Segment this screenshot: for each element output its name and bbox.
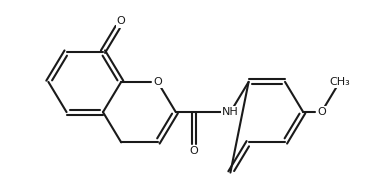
Text: O: O: [317, 107, 326, 117]
Text: O: O: [153, 77, 162, 87]
Text: CH₃: CH₃: [329, 77, 350, 87]
Text: NH: NH: [222, 107, 239, 117]
Text: O: O: [190, 146, 198, 156]
Text: O: O: [117, 16, 126, 26]
